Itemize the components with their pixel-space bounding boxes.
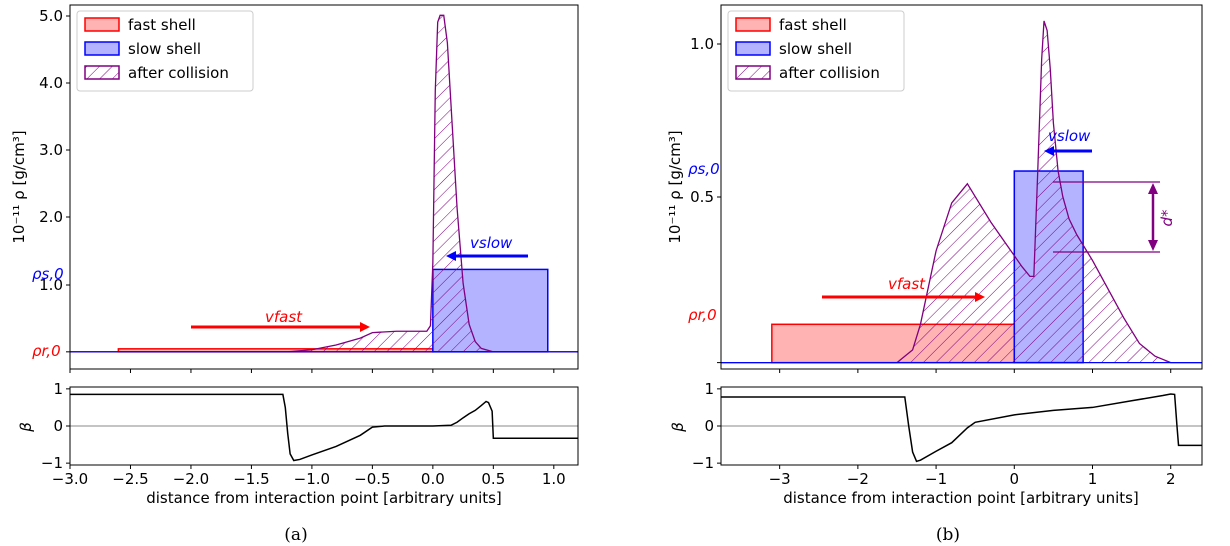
beta-y-ticks: 1 0 −1 — [41, 380, 70, 472]
d-arrowhead-down — [1148, 240, 1158, 251]
v-slow-label: vslow — [1048, 127, 1091, 145]
panel-b-beta-plot: 1 0 −1 −3 −2 −1 0 1 2 β distance from interacti… — [669, 380, 1203, 507]
caption-b: (b) — [936, 525, 960, 545]
rho-s0-label: ρs,0 — [688, 160, 720, 178]
legend-fast: fast shell — [128, 16, 196, 34]
x-ticks: −3 −2 −1 0 1 2 — [769, 465, 1176, 488]
legend-swatch-after — [84, 65, 120, 80]
x-tick-label: −2.5 — [112, 470, 148, 488]
axes-frame — [720, 4, 1203, 370]
legend-swatch-after — [735, 65, 771, 80]
rho-r0-label: ρr,0 — [32, 342, 61, 360]
y-tick-label: 3.0 — [39, 141, 63, 159]
legend-swatch-slow — [84, 41, 120, 56]
v-slow-arrowhead — [446, 251, 456, 261]
beta-tick-label: 0 — [53, 417, 63, 435]
rho-s0-label: ρs,0 — [32, 265, 64, 283]
beta-tick-label: −1 — [41, 454, 63, 472]
x-tick-label: −2 — [847, 470, 869, 488]
caption-a: (a) — [284, 525, 307, 545]
d-star-label: d* — [1158, 209, 1176, 227]
legend-after: after collision — [779, 64, 880, 82]
panel-b-density-plot: 0.5 1.0 vfast vslow d* ρr,0 ρs,0 10⁻¹¹ ρ … — [666, 4, 1203, 373]
beta-y-ticks: 1 0 −1 — [692, 380, 721, 472]
x-tick-label: 0.5 — [481, 470, 505, 488]
d-arrowhead-up — [1148, 183, 1158, 194]
beta-tick-label: 1 — [704, 380, 714, 398]
x-tick-label: −1 — [925, 470, 947, 488]
legend-swatch-fast — [735, 17, 771, 32]
y-tick-label: 1.0 — [39, 276, 63, 294]
y-tick-label: 4.0 — [39, 74, 63, 92]
legend-slow: slow shell — [128, 40, 201, 58]
legend-box — [76, 10, 254, 92]
beta-tick-label: 1 — [53, 380, 63, 398]
legend-slow: slow shell — [779, 40, 852, 58]
panel-a-density-plot: 1.0 2.0 3.0 4.0 5.0 vfast vslow ρr,0 ρs,0 10… — [10, 4, 579, 373]
v-slow-arrowhead — [1044, 146, 1054, 156]
v-fast-arrowhead — [360, 322, 370, 332]
legend: fast shell slow shell after collision — [727, 10, 905, 92]
y-tick-label: 0.5 — [690, 188, 714, 206]
x-tick-label: −2.0 — [173, 470, 209, 488]
legend-fast: fast shell — [779, 16, 847, 34]
x-tick-label: 0 — [1010, 470, 1020, 488]
y-tick-label: 5.0 — [39, 7, 63, 25]
v-slow-label: vslow — [470, 234, 513, 252]
v-fast-label: vfast — [888, 275, 926, 293]
legend: fast shell slow shell after collision — [76, 10, 254, 92]
v-fast-arrowhead — [975, 292, 985, 302]
y-ticks: 0.5 1.0 — [690, 35, 721, 364]
y-axis-label: 10⁻¹¹ ρ [g/cm³] — [666, 130, 684, 243]
y-ticks: 1.0 2.0 3.0 4.0 5.0 — [39, 7, 70, 353]
x-axis-label: distance from interaction point [arbitra… — [146, 489, 502, 507]
x-tick-label: 0.0 — [421, 470, 445, 488]
x-tick-label: −0.5 — [354, 470, 390, 488]
axes-frame — [69, 4, 579, 370]
x-ticks — [779, 369, 1172, 373]
x-tick-label: 1.0 — [542, 470, 566, 488]
y-tick-label: 1.0 — [690, 35, 714, 53]
after-collision-area — [70, 15, 578, 352]
x-tick-label: −3 — [769, 470, 791, 488]
after-collision-line — [721, 20, 1202, 364]
y-axis-label: 10⁻¹¹ ρ [g/cm³] — [10, 130, 28, 243]
after-collision-line — [70, 14, 578, 353]
panel-b: 0.5 1.0 vfast vslow d* ρr,0 ρs,0 10⁻¹¹ ρ … — [666, 4, 1203, 545]
beta-tick-label: −1 — [692, 454, 714, 472]
beta-label: β — [17, 422, 35, 433]
panel-a-beta-plot: 1 0 −1 −3.0 −2.5 −2.0 −1.5 −1.0 −0.5 0.0 0.5 1.0 β… — [17, 380, 579, 507]
x-tick-label: −1.0 — [294, 470, 330, 488]
x-tick-label: −3.0 — [52, 470, 88, 488]
panel-a: 1.02.03.04.05.0 vfast vslow ρr,0 ρs,0 10… — [10, 4, 579, 545]
x-axis-label: distance from interaction point [arbitra… — [783, 489, 1139, 507]
x-tick-label: 2 — [1166, 470, 1176, 488]
x-ticks: −3.0 −2.5 −2.0 −1.5 −1.0 −0.5 0.0 0.5 1.0 — [52, 465, 566, 488]
legend-swatch-slow — [735, 41, 771, 56]
v-fast-label: vfast — [265, 308, 303, 326]
beta-tick-label: 0 — [704, 417, 714, 435]
y-tick-label: 2.0 — [39, 208, 63, 226]
beta-line — [70, 393, 578, 462]
legend-swatch-fast — [84, 17, 120, 32]
legend-after: after collision — [128, 64, 229, 82]
rho-r0-label: ρr,0 — [688, 306, 717, 324]
beta-label: β — [669, 422, 687, 433]
x-tick-label: −1.5 — [233, 470, 269, 488]
legend-box — [727, 10, 905, 92]
x-ticks — [69, 369, 555, 373]
beta-line — [721, 393, 1202, 463]
x-tick-label: 1 — [1088, 470, 1098, 488]
